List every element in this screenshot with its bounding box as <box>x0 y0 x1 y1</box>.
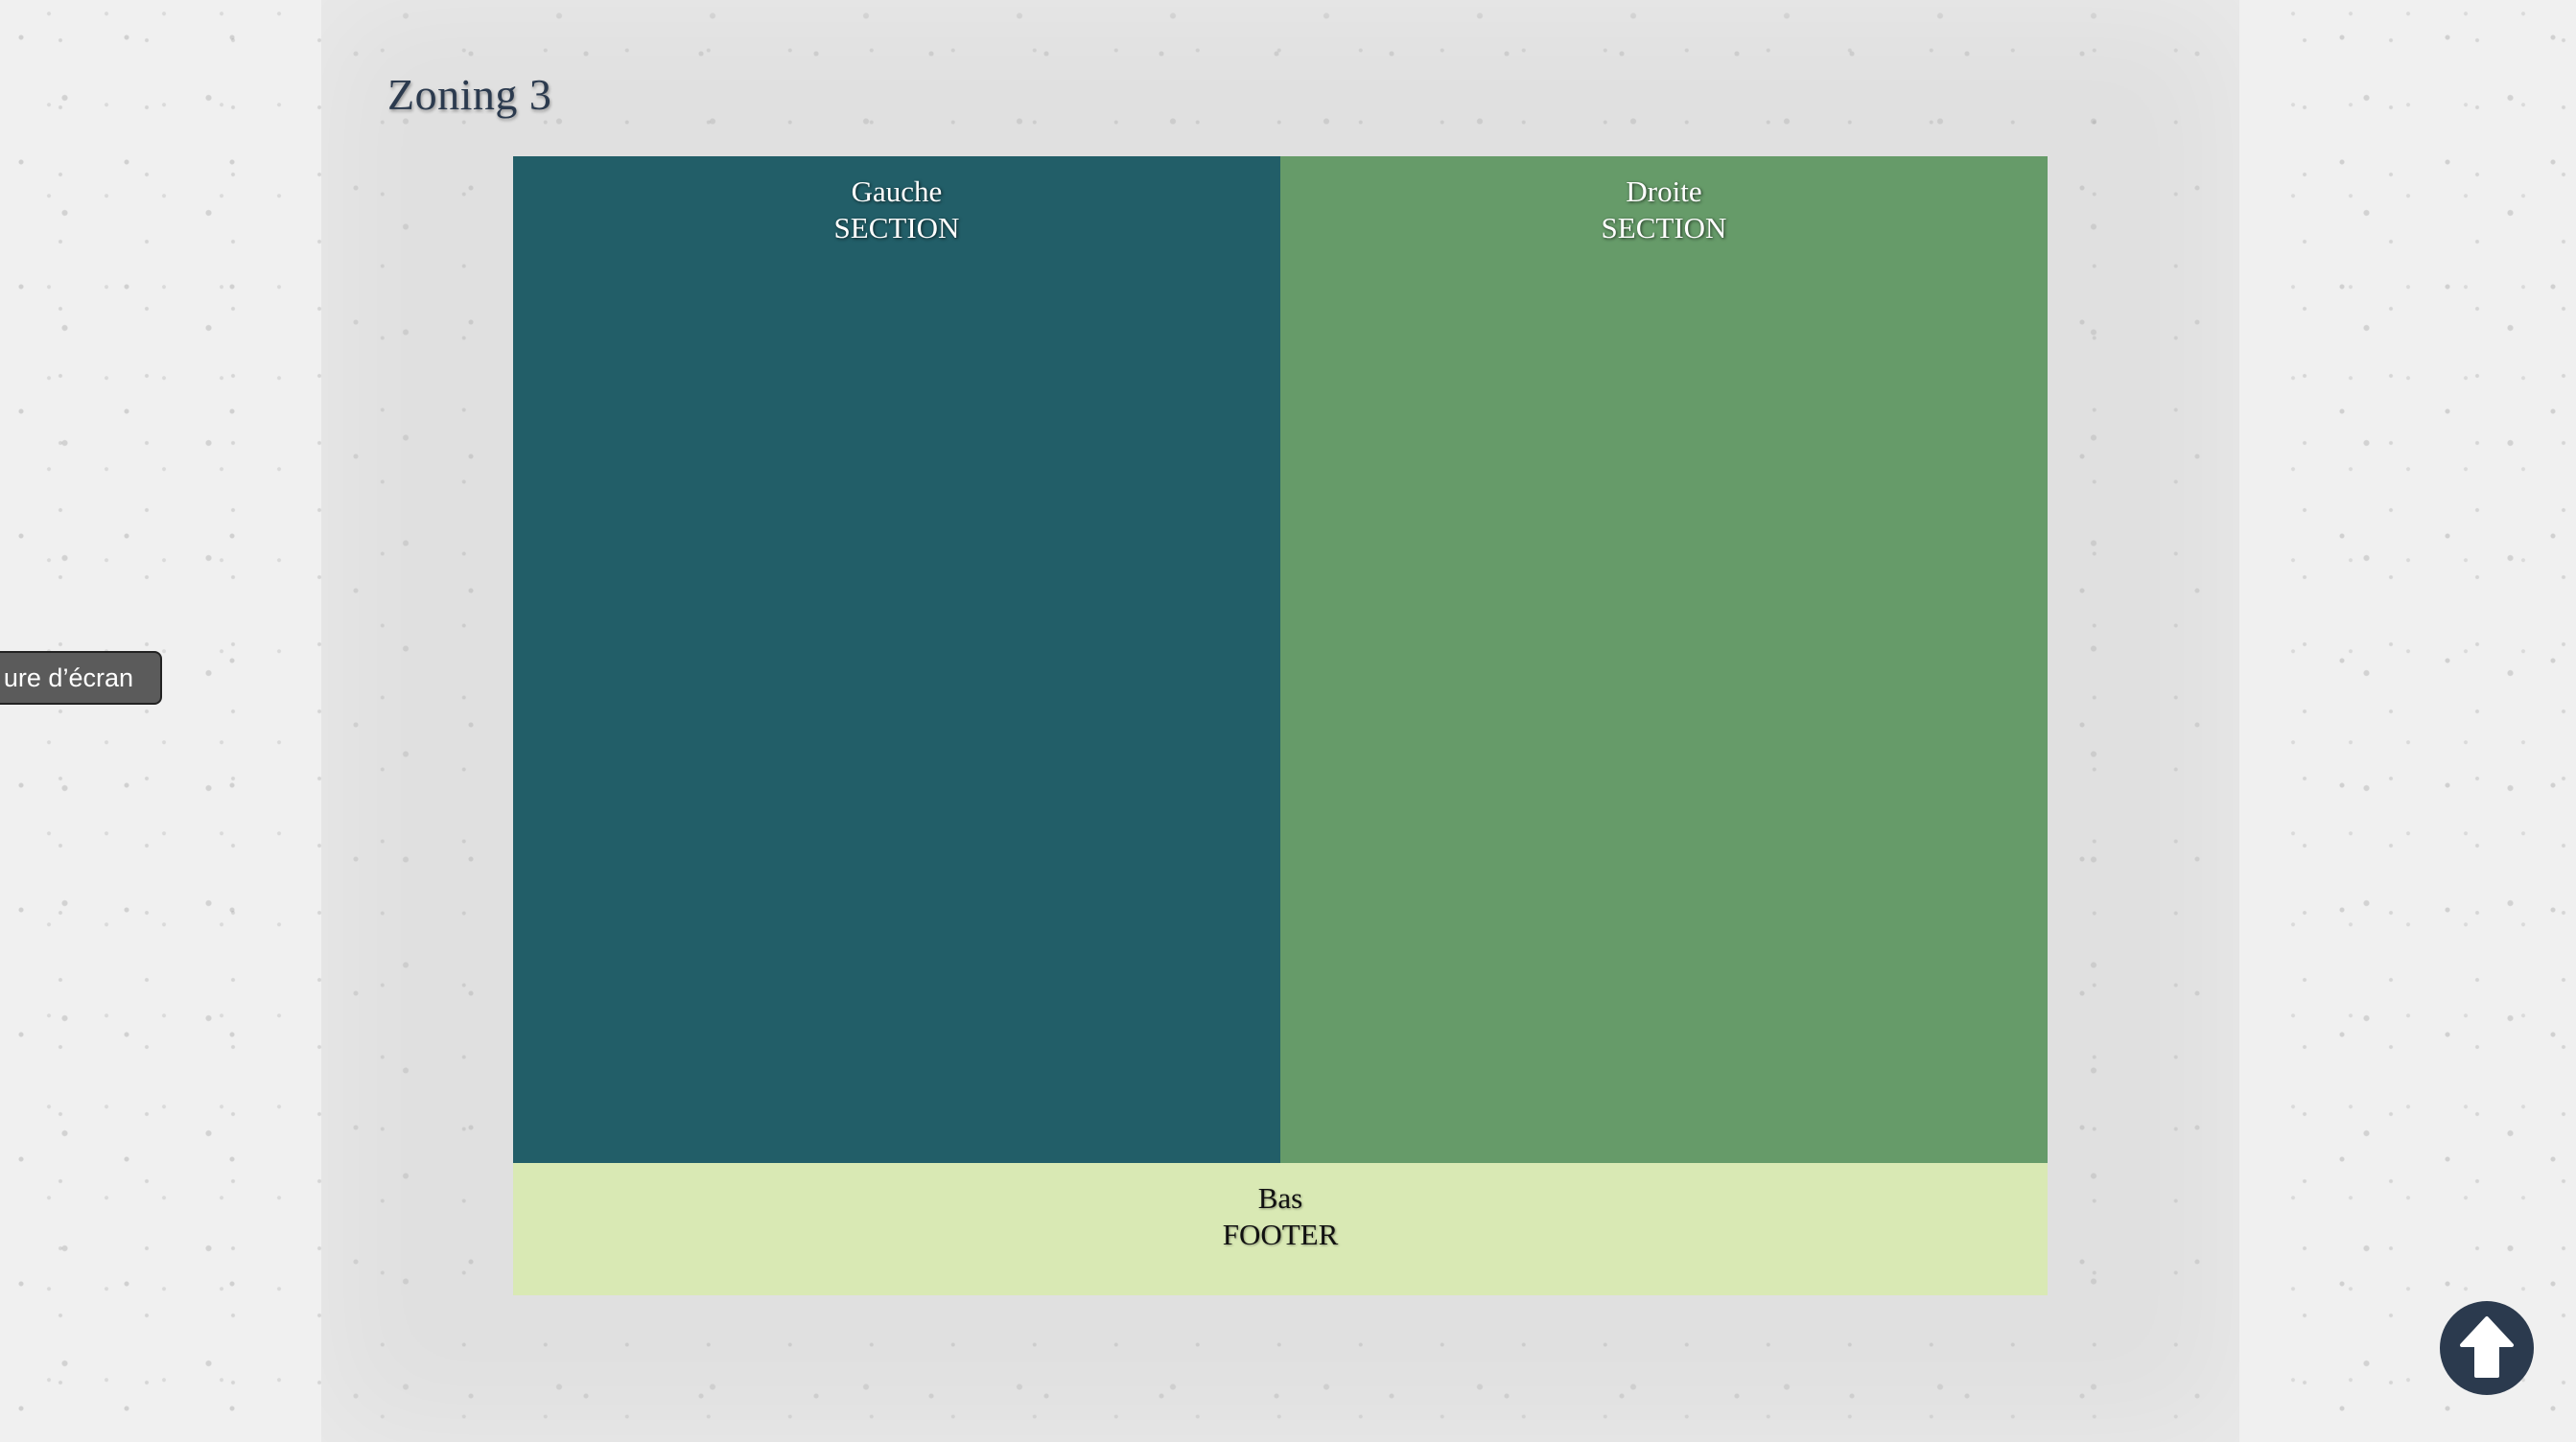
zone-left-label: Gauche <box>851 174 943 208</box>
zoning-layout: Gauche SECTION Droite SECTION Bas FOOTER <box>513 156 2048 1295</box>
zone-right-tag: SECTION <box>1601 211 1727 244</box>
scroll-to-top-button[interactable] <box>2440 1301 2534 1395</box>
zone-left-tag: SECTION <box>833 211 960 244</box>
screenshot-button[interactable]: ure d’écran <box>0 651 162 705</box>
arrow-up-circle-icon <box>2460 1316 2514 1378</box>
zone-right-section: Droite SECTION <box>1280 156 2048 1163</box>
zone-right-label: Droite <box>1626 174 1702 208</box>
zone-footer-tag: FOOTER <box>1222 1218 1339 1251</box>
page-title: Zoning 3 <box>387 70 552 119</box>
zone-footer-label: Bas <box>1257 1181 1303 1215</box>
zone-footer: Bas FOOTER <box>513 1163 2048 1295</box>
zone-left-section: Gauche SECTION <box>513 156 1280 1163</box>
